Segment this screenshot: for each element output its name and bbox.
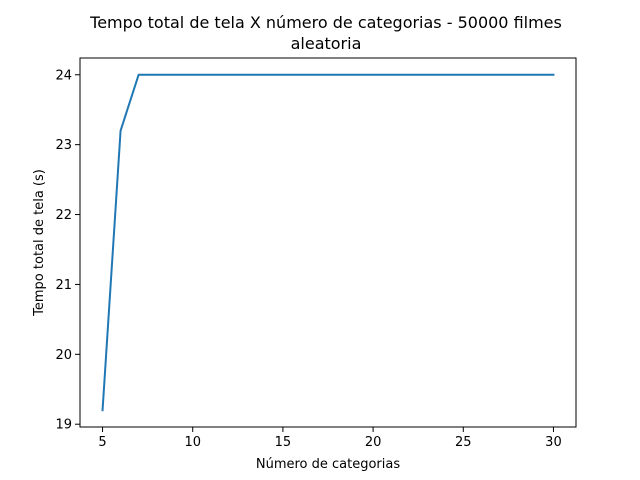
y-tick-label: 23 <box>55 138 72 153</box>
y-tick-label: 22 <box>55 208 72 223</box>
x-tick-label: 20 <box>365 435 382 450</box>
plot-area: 5 10 15 20 25 30 19 20 21 22 23 24 <box>55 68 561 450</box>
y-tick-label: 20 <box>55 348 72 363</box>
y-tick-label: 21 <box>55 278 72 293</box>
y-axis-label: Tempo total de tela (s) <box>32 169 47 317</box>
x-tick-label: 5 <box>98 435 106 450</box>
x-tick-label: 25 <box>455 435 472 450</box>
y-tick-label: 24 <box>55 68 72 83</box>
y-tick-label: 19 <box>55 418 72 433</box>
chart-title-line-2: aleatoria <box>291 34 362 53</box>
x-axis-label: Número de categorias <box>256 457 400 472</box>
x-tick-label: 10 <box>184 435 201 450</box>
plot-frame <box>79 57 577 428</box>
x-tick-label: 30 <box>545 435 562 450</box>
series-line <box>101 73 555 412</box>
x-tick-label: 15 <box>275 435 292 450</box>
chart-title-line-1: Tempo total de tela X número de categori… <box>89 13 562 32</box>
